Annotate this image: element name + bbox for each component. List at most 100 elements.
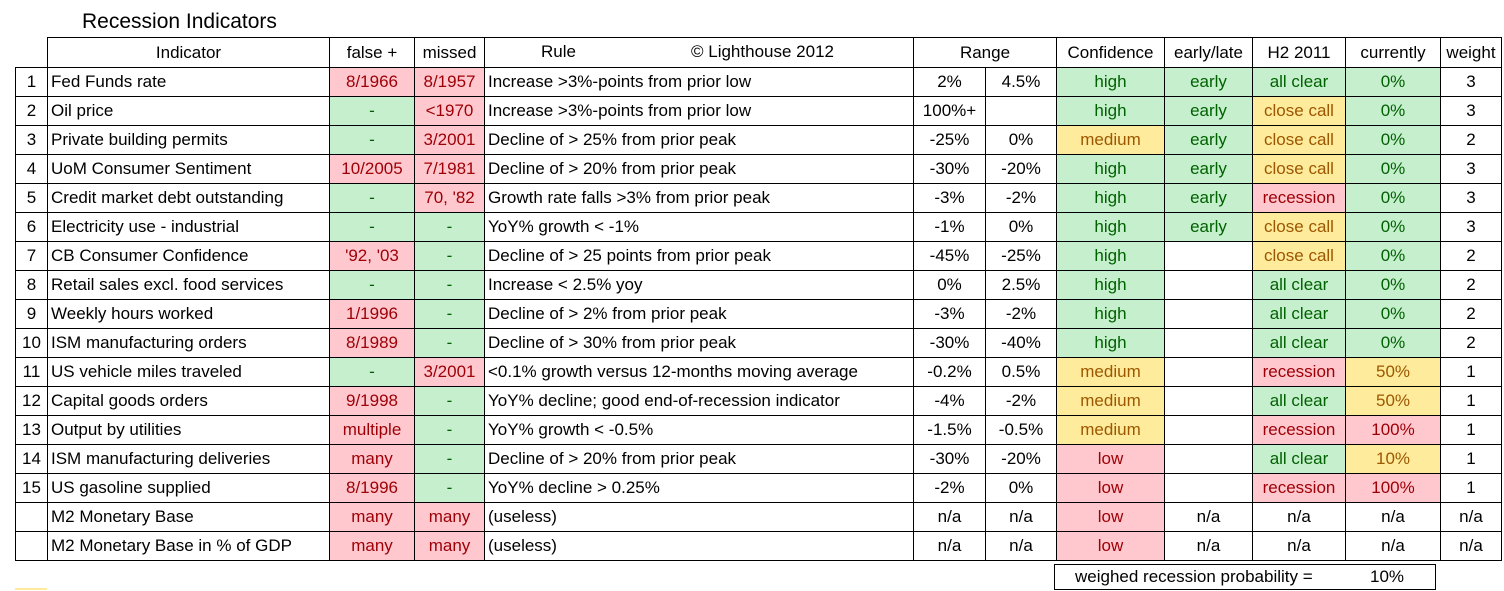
indicator-name-cell: US gasoline supplied	[47, 473, 330, 503]
row-number-cell: 10	[15, 328, 48, 358]
table-row: 3 Private building permits -3/2001 Decline …	[15, 125, 1502, 155]
confidence-cell: medium	[1056, 415, 1165, 445]
h2-2011-status-cell: all clear	[1252, 67, 1346, 97]
indicator-name-cell: Credit market debt outstanding	[47, 183, 330, 213]
row-number-cell: 13	[15, 415, 48, 445]
weight-cell: 3	[1440, 183, 1502, 213]
row-number-cell: 6	[15, 212, 48, 242]
missed-cell: -	[414, 473, 485, 503]
row-number-cell: 2	[15, 96, 48, 126]
currently-cell: 0%	[1345, 328, 1441, 358]
rule-cell: (useless)	[484, 531, 914, 561]
currently-cell: 0%	[1345, 299, 1441, 329]
weight-cell: 1	[1440, 444, 1502, 474]
table-row: M2 Monetary Base in % of GDP many many (use…	[15, 531, 1502, 561]
range-high-cell: -20%	[985, 444, 1057, 474]
header-missed: missed	[414, 37, 485, 68]
range-high-cell: -40%	[985, 328, 1057, 358]
early-late-cell: early	[1164, 212, 1253, 242]
row-number-cell: 3	[15, 125, 48, 155]
table-row: 15 US gasoline supplied 8/1996- YoY% declin…	[15, 473, 1502, 503]
confidence-cell: high	[1056, 212, 1165, 242]
row-number-cell: 8	[15, 270, 48, 300]
h2-2011-status-cell: close call	[1252, 241, 1346, 271]
summary-value: 10%	[1370, 567, 1405, 586]
false-positive-cell: 8/1966	[329, 67, 415, 97]
h2-2011-status-cell: all clear	[1252, 299, 1346, 329]
false-positive-cell: -	[329, 183, 415, 213]
row-number-cell: 5	[15, 183, 48, 213]
missed-cell: 7/1981	[414, 154, 485, 184]
false-positive-cell: many	[329, 502, 415, 532]
range-high-cell: -25%	[985, 241, 1057, 271]
early-late-cell	[1164, 357, 1253, 387]
indicator-name-cell: Retail sales excl. food services	[47, 270, 330, 300]
missed-cell: -	[414, 444, 485, 474]
h2-2011-status-cell: recession	[1252, 415, 1346, 445]
early-late-cell	[1164, 386, 1253, 416]
rule-cell: Increase >3%-points from prior low	[484, 96, 914, 126]
header-early-late: early/late	[1164, 37, 1253, 68]
rule-cell: Decline of > 25% from prior peak	[484, 125, 914, 155]
row-number-cell: 7	[15, 241, 48, 271]
range-high-cell: 4.5%	[985, 67, 1057, 97]
weight-cell: 2	[1440, 270, 1502, 300]
range-low-cell: 100%+	[913, 96, 986, 126]
weight-cell: n/a	[1440, 531, 1502, 561]
rule-cell: Decline of > 20% from prior peak	[484, 444, 914, 474]
weight-cell: 3	[1440, 212, 1502, 242]
rule-cell: YoY% growth < -1%	[484, 212, 914, 242]
early-late-cell: early	[1164, 183, 1253, 213]
range-high-cell: n/a	[985, 531, 1057, 561]
range-low-cell: -4%	[913, 386, 986, 416]
h2-2011-status-cell: all clear	[1252, 444, 1346, 474]
missed-cell: -	[414, 270, 485, 300]
early-late-cell	[1164, 415, 1253, 445]
h2-2011-status-cell: close call	[1252, 96, 1346, 126]
rule-cell: Decline of > 2% from prior peak	[484, 299, 914, 329]
table-row: 2 Oil price - <1970 Increase >3%-points from…	[15, 96, 1502, 126]
table-row: 7 CB Consumer Confidence '92, '03- Decline …	[15, 241, 1502, 271]
table-row: M2 Monetary Base many many (useless) n/a n/a l…	[15, 502, 1502, 532]
range-low-cell: -0.2%	[913, 357, 986, 387]
page-title: Recession Indicators	[82, 10, 277, 33]
range-high-cell: -0.5%	[985, 415, 1057, 445]
early-late-cell	[1164, 473, 1253, 503]
range-low-cell: -25%	[913, 125, 986, 155]
early-late-cell: n/a	[1164, 502, 1253, 532]
summary-label: weighed recession probability =	[1075, 567, 1313, 586]
range-high-cell: 0%	[985, 473, 1057, 503]
table-row: 12 Capital goods orders 9/1998- YoY% declin…	[15, 386, 1502, 416]
rule-cell: YoY% decline > 0.25%	[484, 473, 914, 503]
table-row: 5 Credit market debt outstanding -70, '82 G…	[15, 183, 1502, 213]
table-row: 10 ISM manufacturing orders 8/1989- Decline…	[15, 328, 1502, 358]
rule-cell: Decline of > 25 points from prior peak	[484, 241, 914, 271]
range-low-cell: -30%	[913, 444, 986, 474]
confidence-cell: high	[1056, 299, 1165, 329]
range-high-cell	[985, 96, 1057, 126]
header-row: Indicator false + missed Rule © Lighthou…	[16, 37, 1502, 68]
currently-cell: 10%	[1345, 444, 1441, 474]
range-low-cell: -1%	[913, 212, 986, 242]
currently-cell: 0%	[1345, 154, 1441, 184]
missed-cell: <1970	[414, 96, 485, 126]
false-positive-cell: 9/1998	[329, 386, 415, 416]
early-late-cell	[1164, 270, 1253, 300]
weight-cell: n/a	[1440, 502, 1502, 532]
range-low-cell: -3%	[913, 299, 986, 329]
h2-2011-status-cell: all clear	[1252, 270, 1346, 300]
range-low-cell: -1.5%	[913, 415, 986, 445]
range-high-cell: 0%	[985, 212, 1057, 242]
early-late-cell	[1164, 241, 1253, 271]
currently-cell: 0%	[1345, 270, 1441, 300]
weight-cell: 1	[1440, 357, 1502, 387]
header-indicator: Indicator	[47, 37, 330, 68]
header-range: Range	[913, 37, 1057, 68]
rule-cell: (useless)	[484, 502, 914, 532]
header-false-pos: false +	[329, 37, 415, 68]
table-row: 6 Electricity use - industrial - - YoY% grow…	[15, 212, 1502, 242]
h2-2011-status-cell: close call	[1252, 154, 1346, 184]
h2-2011-status-cell: recession	[1252, 357, 1346, 387]
table-row: 8 Retail sales excl. food services - - Incre…	[15, 270, 1502, 300]
weight-cell: 2	[1440, 328, 1502, 358]
